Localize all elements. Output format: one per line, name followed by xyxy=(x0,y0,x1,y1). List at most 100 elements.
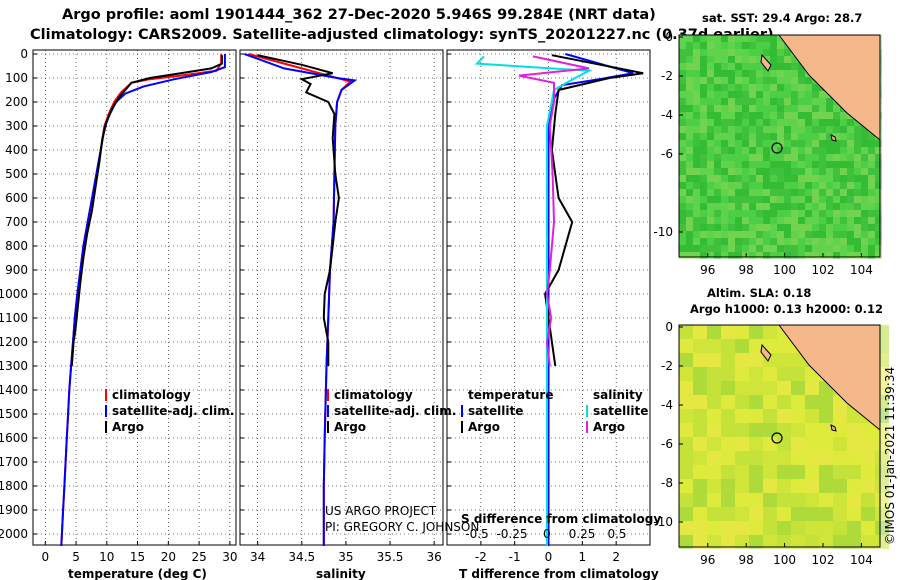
pressure-tick-label: 900 xyxy=(5,263,28,277)
map-cell xyxy=(686,119,693,126)
map-cell xyxy=(777,98,784,105)
map-cell xyxy=(812,238,819,245)
map-cell xyxy=(721,133,728,140)
map-cell xyxy=(868,175,875,182)
map-cell xyxy=(721,168,728,175)
map-cell xyxy=(749,112,756,119)
map-cell xyxy=(763,245,770,252)
map-cell xyxy=(847,140,854,147)
map-cell xyxy=(679,63,686,70)
map-cell xyxy=(714,35,721,42)
map-cell xyxy=(770,196,777,203)
map-cell xyxy=(791,203,798,210)
difference-tick-label: -2 xyxy=(475,550,487,564)
map-cell xyxy=(826,105,833,112)
map-cell xyxy=(791,465,805,479)
map-cell xyxy=(735,353,749,367)
map-cell xyxy=(791,451,805,465)
map-cell xyxy=(707,56,714,63)
map-cell xyxy=(868,245,875,252)
map-cell xyxy=(840,210,847,217)
map-cell xyxy=(777,252,784,259)
map-cell xyxy=(847,217,854,224)
map-cell xyxy=(805,451,819,465)
map-cell xyxy=(784,210,791,217)
map-cell xyxy=(749,493,763,507)
map-cell xyxy=(679,126,686,133)
map-cell xyxy=(721,147,728,154)
map-cell xyxy=(805,381,819,395)
map-cell xyxy=(728,91,735,98)
map-cell xyxy=(735,182,742,189)
map-cell xyxy=(798,140,805,147)
map-cell xyxy=(826,182,833,189)
map-cell xyxy=(749,168,756,175)
map-cell xyxy=(735,381,749,395)
map-cell xyxy=(854,140,861,147)
map-cell xyxy=(784,224,791,231)
map-cell xyxy=(833,451,847,465)
map-cell xyxy=(777,105,784,112)
map-cell xyxy=(812,84,819,91)
map-cell xyxy=(784,77,791,84)
map-cell xyxy=(840,238,847,245)
lon-tick-label: 104 xyxy=(850,553,873,567)
map-cell xyxy=(770,126,777,133)
map-cell xyxy=(742,140,749,147)
map-cell xyxy=(714,245,721,252)
map-cell xyxy=(868,182,875,189)
map-cell xyxy=(686,63,693,70)
map-cell xyxy=(770,140,777,147)
map-cell xyxy=(847,521,861,535)
map-cell xyxy=(791,238,798,245)
sla-map-title-line1: Altim. SLA: 0.18 xyxy=(707,286,811,300)
map-cell xyxy=(742,147,749,154)
temperature-xlabel: temperature (deg C) xyxy=(68,567,207,580)
map-cell xyxy=(798,231,805,238)
difference-tick-label: -1 xyxy=(509,550,521,564)
map-cell xyxy=(700,133,707,140)
map-cell xyxy=(742,84,749,91)
map-cell xyxy=(861,521,875,535)
map-cell xyxy=(707,409,721,423)
legend-argo: Argo xyxy=(334,420,366,434)
map-cell xyxy=(735,133,742,140)
legend-temp-satellite: satellite xyxy=(468,404,523,418)
map-cell xyxy=(749,133,756,140)
map-cell xyxy=(770,147,777,154)
map-cell xyxy=(756,196,763,203)
map-cell xyxy=(812,224,819,231)
map-cell xyxy=(819,189,826,196)
map-cell xyxy=(735,63,742,70)
temperature-series-satellite-adj-clim- xyxy=(60,54,226,547)
map-cell xyxy=(693,112,700,119)
map-cell xyxy=(749,154,756,161)
map-cell xyxy=(784,175,791,182)
map-cell xyxy=(693,535,707,549)
map-cell xyxy=(756,154,763,161)
map-cell xyxy=(791,84,798,91)
map-cell xyxy=(721,63,728,70)
s-difference-tick-label: -0.25 xyxy=(496,527,527,541)
map-cell xyxy=(805,395,819,409)
map-cell xyxy=(728,161,735,168)
map-cell xyxy=(833,196,840,203)
map-cell xyxy=(854,252,861,259)
map-cell xyxy=(679,133,686,140)
map-cell xyxy=(686,217,693,224)
lat-tick-label: 0 xyxy=(665,30,673,44)
map-cell xyxy=(812,203,819,210)
map-cell xyxy=(819,465,833,479)
map-cell xyxy=(700,42,707,49)
map-cell xyxy=(756,245,763,252)
map-cell xyxy=(714,70,721,77)
map-cell xyxy=(693,147,700,154)
map-cell xyxy=(819,98,826,105)
map-cell xyxy=(812,133,819,140)
map-cell xyxy=(770,91,777,98)
map-cell xyxy=(861,154,868,161)
map-cell xyxy=(756,49,763,56)
map-cell xyxy=(749,196,756,203)
map-cell xyxy=(770,105,777,112)
map-cell xyxy=(735,479,749,493)
